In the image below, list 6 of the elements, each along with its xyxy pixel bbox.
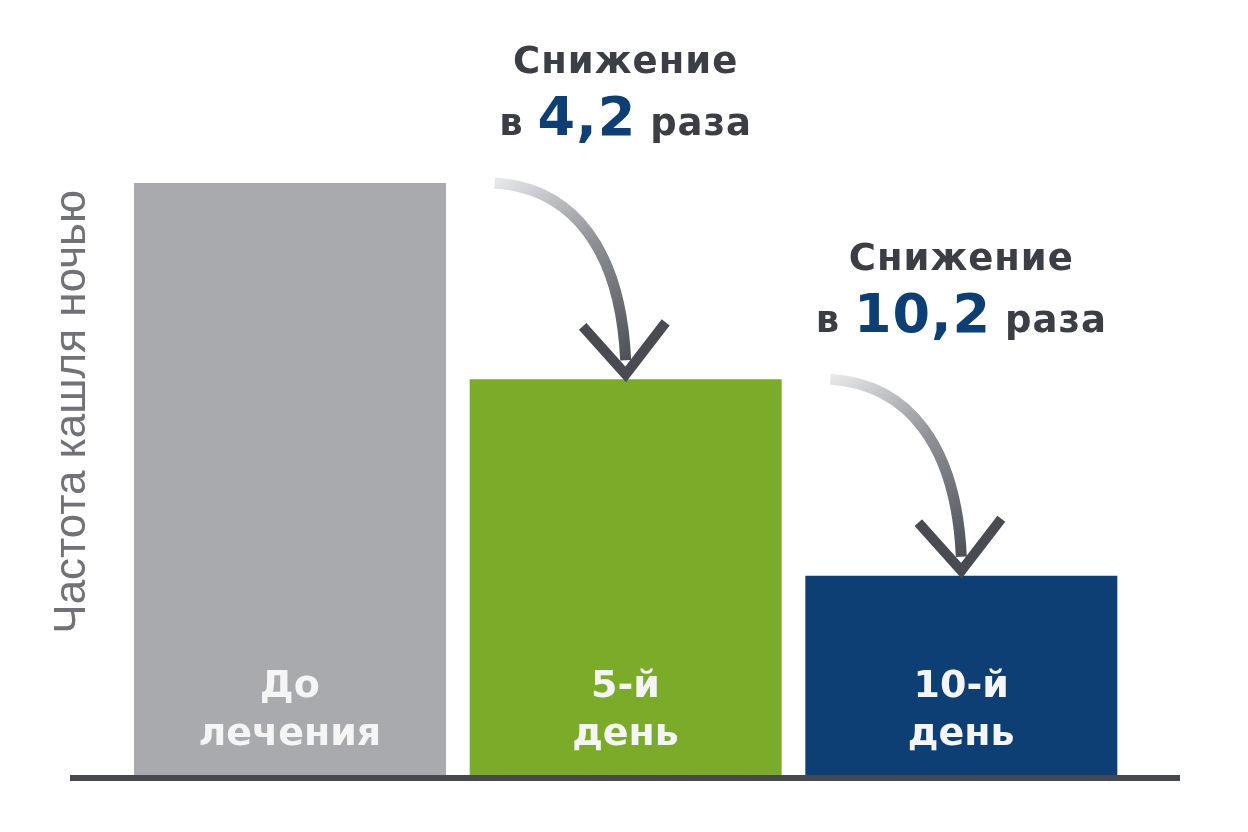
x-tick-label: 10-й день: [907, 662, 1015, 754]
x-tick-label: 5-й день: [572, 662, 679, 754]
annotation: Снижение в 10,2 раза: [815, 235, 1108, 345]
y-axis-title: Частота кашля ночью: [45, 190, 94, 634]
text: Снижение в 4,2 раза: [499, 39, 753, 149]
x-tick-label: До лечения: [198, 662, 382, 754]
